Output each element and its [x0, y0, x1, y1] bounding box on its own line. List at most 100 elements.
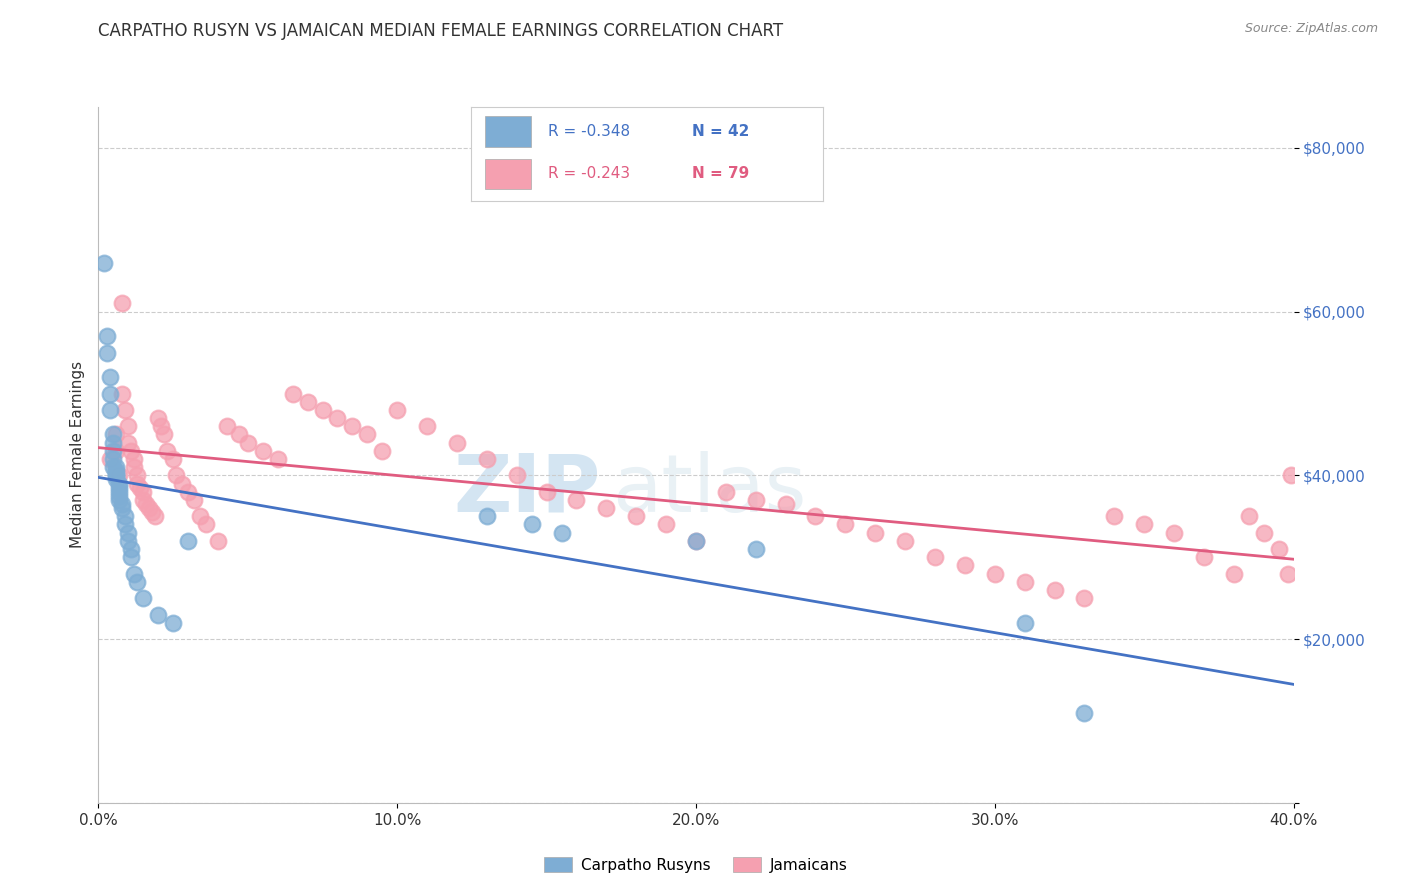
Point [953, 558, 976, 573]
Point [135, 497, 157, 511]
FancyBboxPatch shape [485, 116, 531, 147]
Point [1253, 525, 1275, 540]
Point [98, 370, 122, 384]
Point [105, 473, 128, 487]
Point [108, 481, 131, 495]
Point [326, 411, 349, 425]
Point [775, 497, 797, 511]
Y-axis label: Median Female Earnings: Median Female Earnings [69, 361, 84, 549]
Text: N = 79: N = 79 [693, 166, 749, 181]
Point [120, 542, 142, 557]
Point [1267, 542, 1289, 557]
Point [141, 505, 163, 519]
Point [446, 435, 468, 450]
Point [108, 468, 131, 483]
Point [1014, 574, 1036, 589]
Point [236, 435, 259, 450]
Point [385, 403, 409, 417]
Point [745, 492, 768, 507]
Point [129, 481, 152, 495]
Point [105, 460, 128, 475]
Point [108, 484, 131, 499]
Point [111, 296, 134, 310]
Point [156, 443, 179, 458]
Point [714, 484, 737, 499]
Point [177, 484, 200, 499]
Point [983, 566, 1005, 581]
Point [1223, 566, 1246, 581]
Point [1073, 591, 1095, 606]
Point [162, 452, 184, 467]
Point [127, 574, 149, 589]
Point [228, 427, 250, 442]
Point [172, 476, 194, 491]
Point [103, 427, 125, 442]
Point [108, 492, 131, 507]
Point [132, 492, 155, 507]
Point [311, 403, 333, 417]
Point [103, 443, 125, 458]
Point [117, 419, 139, 434]
Point [183, 492, 205, 507]
Point [1163, 525, 1185, 540]
Point [105, 464, 128, 478]
Point [96, 329, 118, 343]
Point [506, 468, 529, 483]
Point [124, 566, 146, 581]
Text: Source: ZipAtlas.com: Source: ZipAtlas.com [1244, 22, 1378, 36]
Point [804, 509, 827, 524]
Point [114, 403, 136, 417]
Point [93, 255, 115, 269]
Point [924, 550, 946, 565]
Text: ZIP: ZIP [453, 450, 600, 529]
Point [150, 419, 173, 434]
Text: CARPATHO RUSYN VS JAMAICAN MEDIAN FEMALE EARNINGS CORRELATION CHART: CARPATHO RUSYN VS JAMAICAN MEDIAN FEMALE… [98, 22, 783, 40]
Point [207, 533, 229, 548]
Point [124, 452, 146, 467]
Point [267, 452, 290, 467]
Point [103, 435, 125, 450]
Point [98, 403, 122, 417]
Point [1014, 615, 1036, 630]
Point [117, 525, 139, 540]
Point [114, 517, 136, 532]
Point [624, 509, 647, 524]
Point [153, 427, 176, 442]
Point [105, 427, 128, 442]
Point [105, 443, 128, 458]
Point [111, 386, 134, 401]
Point [1043, 582, 1066, 597]
Point [105, 468, 128, 483]
Point [96, 345, 118, 359]
Point [103, 452, 125, 467]
Text: N = 42: N = 42 [693, 124, 749, 139]
Point [127, 476, 149, 491]
Point [162, 615, 184, 630]
Point [120, 550, 142, 565]
Point [655, 517, 678, 532]
Point [132, 484, 155, 499]
Point [520, 517, 543, 532]
Point [117, 435, 139, 450]
Point [834, 517, 856, 532]
Point [120, 443, 142, 458]
Point [1192, 550, 1215, 565]
Point [685, 533, 707, 548]
Point [1133, 517, 1156, 532]
Point [595, 501, 617, 516]
Point [114, 509, 136, 524]
Point [281, 386, 304, 401]
Point [745, 542, 768, 557]
Point [565, 492, 588, 507]
Point [108, 489, 131, 503]
Point [117, 533, 139, 548]
Point [148, 607, 170, 622]
Point [124, 460, 146, 475]
Point [98, 452, 122, 467]
Point [1277, 566, 1299, 581]
Point [342, 419, 364, 434]
Legend: Carpatho Rusyns, Jamaicans: Carpatho Rusyns, Jamaicans [538, 850, 853, 879]
Point [550, 525, 572, 540]
Point [111, 497, 134, 511]
Point [98, 386, 122, 401]
